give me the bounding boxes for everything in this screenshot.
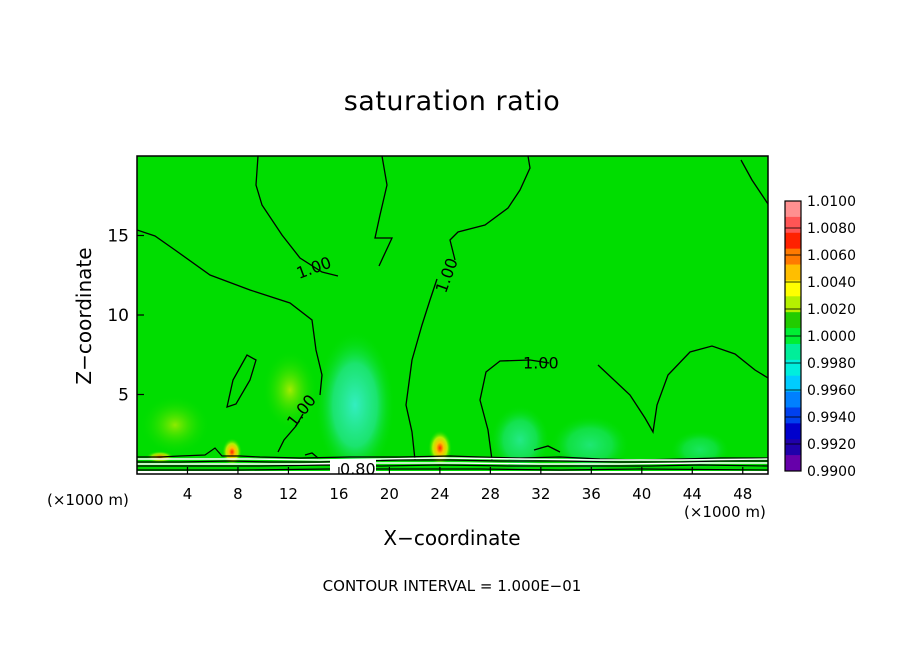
y-tick-label: 15 — [107, 227, 129, 247]
x-tick-label: 8 — [233, 485, 243, 503]
colorbar-swatch — [785, 407, 801, 424]
contour-label: 1.00 — [523, 354, 559, 373]
colorbar-swatch — [785, 439, 801, 456]
colorbar-swatch — [785, 391, 801, 408]
colorbar-swatch — [785, 216, 801, 234]
colorbar-label: 0.9920 — [807, 437, 856, 453]
x-tick-label: 44 — [683, 485, 702, 503]
x-tick-label: 40 — [632, 485, 651, 503]
y-tick-label: 10 — [107, 306, 129, 326]
colorbar-label: 0.9900 — [807, 464, 856, 480]
contour-lines-1.00 — [137, 156, 768, 461]
colorbar-swatch — [785, 423, 801, 440]
x-tick-label: 16 — [329, 485, 348, 503]
y-tick-label: 5 — [118, 386, 129, 406]
colorbar-label: 1.0020 — [807, 302, 856, 318]
contour-label-bg-0.80 — [330, 459, 376, 473]
x-tick-label: 28 — [481, 485, 500, 503]
colorbar-label: 1.0100 — [807, 194, 856, 210]
colorbar-swatch — [785, 359, 801, 377]
colorbar-swatch — [785, 280, 801, 297]
ground-strip — [137, 471, 768, 474]
colorbar-label: 1.0040 — [807, 275, 856, 291]
chart-title: saturation ratio — [343, 86, 561, 117]
cyan-field-right-1 — [490, 405, 550, 474]
x-axis-ticks: 4 8 12 16 20 24 28 32 36 40 44 48 — [183, 467, 752, 503]
x-unit-label-left: (×1000 m) — [47, 491, 129, 509]
cyan-field-right-3 — [670, 430, 730, 470]
colorbar-swatch — [785, 296, 801, 313]
x-tick-label: 36 — [582, 485, 601, 503]
colorbar-label: 1.0080 — [807, 221, 856, 237]
yellowish-field-far-left — [140, 395, 210, 455]
warm-spot-24km — [428, 430, 452, 466]
colorbar-swatch — [785, 455, 801, 472]
colorbar-label: 1.0060 — [807, 248, 856, 264]
cyan-field-center — [315, 330, 395, 474]
colorbar-swatch — [785, 201, 801, 218]
x-unit-label-right: (×1000 m) — [684, 503, 766, 521]
colorbar-swatch — [785, 264, 801, 281]
y-axis-ticks: 5 10 15 — [107, 227, 144, 406]
colorbar-swatch — [785, 343, 801, 361]
x-tick-label: 48 — [733, 485, 752, 503]
contour-interval-note: CONTOUR INTERVAL = 1.000E−01 — [322, 577, 582, 595]
colorbar-label: 1.0000 — [807, 329, 856, 345]
contour-label-text: 1.00 — [523, 354, 559, 373]
x-axis-label: X−coordinate — [383, 526, 521, 550]
colorbar-label: 0.9940 — [807, 410, 856, 426]
plot-background — [137, 156, 768, 474]
surface-white-band — [137, 457, 768, 465]
colorbar-swatch — [785, 375, 801, 393]
colorbar-label: 0.9960 — [807, 383, 856, 399]
x-tick-label: 24 — [430, 485, 449, 503]
colorbar-swatch — [785, 232, 801, 250]
x-tick-label: 32 — [531, 485, 550, 503]
x-tick-label: 4 — [183, 485, 193, 503]
contour-label: 0.80 — [340, 459, 376, 478]
colorbar-swatch — [785, 312, 801, 329]
yellowish-field-left — [262, 350, 318, 430]
colorbar-swatch — [785, 248, 801, 266]
contour-label-text: 0.80 — [340, 459, 376, 478]
colorbar-label: 0.9980 — [807, 356, 856, 372]
colorbar: 1.0100 1.0080 1.0060 1.0040 1.0020 1.0000 0.99… — [784, 194, 856, 480]
x-tick-label: 12 — [279, 485, 298, 503]
x-tick-label: 20 — [380, 485, 399, 503]
